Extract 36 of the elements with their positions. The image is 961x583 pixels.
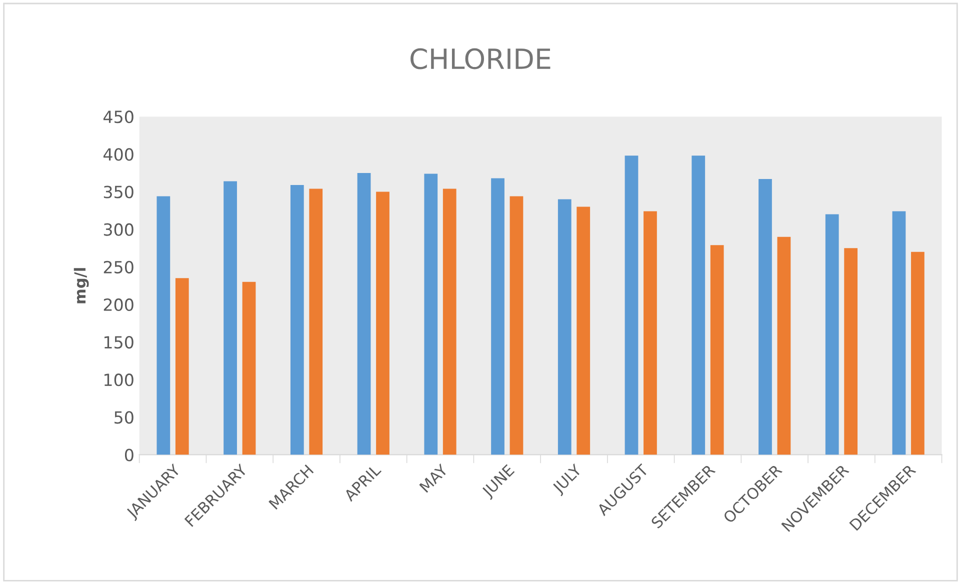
bar [376, 192, 390, 455]
bar [624, 156, 638, 455]
bar [710, 245, 724, 455]
bar [175, 278, 189, 455]
bar [911, 252, 924, 455]
y-tick-label: 0 [124, 448, 134, 462]
bar [892, 211, 906, 455]
bar [576, 206, 590, 455]
bar [692, 156, 706, 455]
chart-title: CHLORIDE [410, 48, 550, 70]
bar [224, 181, 237, 455]
bar [424, 174, 438, 455]
y-tick-label: 150 [104, 336, 134, 349]
bar [242, 282, 256, 455]
y-tick-label: 350 [104, 186, 134, 198]
bar [290, 184, 304, 455]
bar [491, 178, 504, 455]
bar [357, 172, 371, 455]
y-tick-label: 200 [104, 298, 134, 312]
y-tick-label: 300 [104, 223, 134, 236]
bar [442, 188, 456, 455]
y-tick-label: 250 [104, 260, 134, 274]
bar [844, 248, 858, 455]
y-tick-label: 100 [104, 374, 134, 386]
bar [777, 236, 791, 455]
bar [309, 188, 323, 455]
bar [156, 196, 170, 455]
bar [758, 178, 772, 455]
bar [510, 196, 524, 455]
y-axis-title: mg/l [74, 268, 89, 304]
bar [558, 199, 572, 455]
y-tick-label: 450 [103, 110, 134, 124]
bar [644, 211, 657, 455]
bar [825, 214, 839, 455]
y-tick-label: 50 [114, 411, 134, 424]
y-tick-label: 400 [103, 148, 134, 161]
